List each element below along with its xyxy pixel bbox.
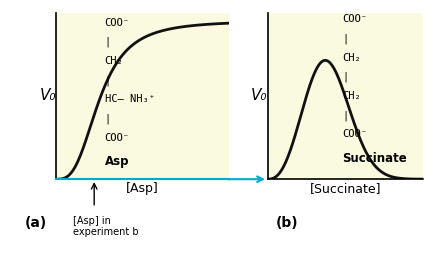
Text: Asp: Asp — [105, 155, 129, 168]
Text: COO⁻: COO⁻ — [343, 129, 368, 139]
Text: COO⁻: COO⁻ — [343, 14, 368, 25]
Text: [Asp] in
experiment b: [Asp] in experiment b — [73, 216, 139, 237]
Text: |: | — [105, 75, 111, 86]
Text: CH₂: CH₂ — [105, 56, 123, 66]
Text: (a): (a) — [25, 216, 48, 230]
Text: |: | — [105, 113, 111, 124]
X-axis label: [Succinate]: [Succinate] — [310, 182, 381, 195]
Text: |: | — [343, 110, 349, 121]
Text: |: | — [343, 72, 349, 82]
Text: CH₂: CH₂ — [343, 91, 361, 101]
Text: Succinate: Succinate — [343, 152, 407, 165]
Text: |: | — [343, 34, 349, 44]
Text: (b): (b) — [276, 216, 298, 230]
Text: |: | — [105, 37, 111, 47]
Text: COO⁻: COO⁻ — [105, 133, 130, 143]
X-axis label: [Asp]: [Asp] — [126, 182, 159, 195]
Text: HC— NH₃⁺: HC— NH₃⁺ — [105, 94, 155, 104]
Text: CH₂: CH₂ — [343, 53, 361, 63]
Y-axis label: V₀: V₀ — [251, 89, 268, 103]
Y-axis label: V₀: V₀ — [40, 89, 56, 103]
Text: COO⁻: COO⁻ — [105, 18, 130, 28]
